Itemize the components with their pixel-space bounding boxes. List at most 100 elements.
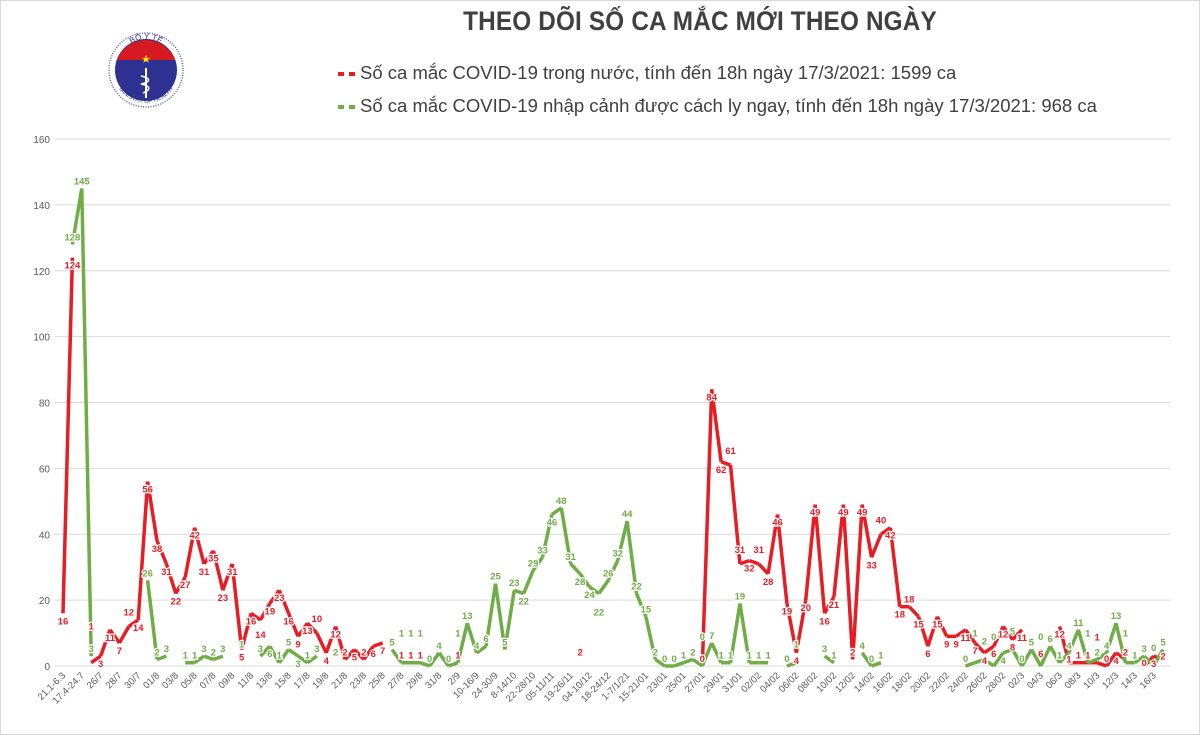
- data-label-imported: 1: [728, 651, 734, 662]
- data-label-domestic: 6: [991, 649, 996, 660]
- data-label-domestic: 18: [894, 610, 905, 621]
- data-label-domestic: 15: [913, 620, 924, 631]
- data-label-imported: 22: [594, 608, 605, 619]
- data-label-imported: 1: [972, 629, 978, 640]
- legend-item-domestic: Số ca mắc COVID-19 trong nước, tính đến …: [338, 62, 956, 84]
- data-label-imported: 5: [389, 638, 395, 649]
- data-label-imported: 1: [1132, 651, 1138, 662]
- data-label-imported: 3: [314, 644, 319, 655]
- series-segment-domestic: [1096, 661, 1108, 668]
- data-label-domestic: 9: [954, 639, 959, 650]
- series-segment-domestic: [775, 514, 789, 604]
- data-label-domestic: 4: [324, 656, 330, 667]
- data-label-imported: 4: [1104, 641, 1110, 652]
- data-label-imported: 3: [220, 644, 225, 655]
- x-tick-label: 19/8: [311, 670, 332, 691]
- data-label-domestic: 12: [330, 629, 341, 640]
- data-label-imported: 2: [1095, 647, 1100, 658]
- series-segment-imported: [654, 657, 666, 668]
- data-label-domestic: 124: [64, 261, 81, 272]
- data-label-imported: 0: [1038, 632, 1043, 643]
- series-segment-imported: [540, 514, 554, 558]
- data-label-domestic: 22: [171, 597, 182, 608]
- x-tick-label: 04/3: [1025, 670, 1046, 691]
- data-label-domestic: 11: [105, 633, 116, 644]
- series-segment-imported: [823, 654, 835, 665]
- series-segment-imported: [738, 603, 752, 663]
- data-label-imported: 13: [462, 611, 473, 622]
- legend-swatch-imported: [349, 105, 355, 110]
- series-segment-domestic: [955, 628, 967, 638]
- series-segment-imported: [475, 644, 488, 655]
- series-segment-imported: [70, 188, 84, 245]
- x-tick-label: 06/02: [777, 670, 802, 695]
- data-label-domestic: 1: [1066, 655, 1072, 666]
- y-tick-label: 160: [33, 135, 50, 146]
- data-label-imported: 0: [869, 654, 874, 665]
- series-segment-domestic: [324, 625, 338, 654]
- x-tick-label: 06/3: [1044, 670, 1065, 691]
- data-label-imported: 2: [333, 647, 338, 658]
- x-tick-label: 11/8: [236, 670, 256, 690]
- series-segment-domestic: [315, 632, 328, 654]
- series-segment-imported: [437, 651, 450, 668]
- series-segment-imported: [1152, 648, 1165, 667]
- data-label-imported: 0: [991, 632, 996, 643]
- data-label-domestic: 46: [772, 517, 783, 528]
- data-label-domestic: 14: [255, 630, 266, 641]
- series-segment-domestic: [728, 464, 742, 565]
- x-tick-label: 14/3: [1119, 670, 1140, 691]
- y-tick-label: 140: [33, 201, 50, 212]
- series-segment-imported: [428, 651, 441, 668]
- data-label-domestic: 1: [1085, 651, 1091, 662]
- data-label-imported: 1: [418, 629, 424, 640]
- data-label-imported: 4: [1066, 641, 1072, 652]
- series-segment-domestic: [992, 625, 1005, 647]
- data-label-imported: 1: [399, 629, 405, 640]
- series-segment-imported: [615, 520, 629, 562]
- series-segment-domestic: [935, 615, 949, 638]
- x-tick-label: 26/02: [965, 670, 990, 695]
- data-label-domestic: 0: [700, 654, 705, 665]
- data-label-imported: 5: [502, 638, 508, 649]
- legend-swatch-domestic: [349, 72, 355, 77]
- series-segment-imported: [578, 572, 591, 588]
- data-label-domestic: 14: [133, 623, 144, 634]
- series-segment-imported: [728, 603, 742, 663]
- series-segment-imported: [493, 583, 507, 650]
- x-tick-label: 09/8: [216, 670, 237, 691]
- series-segment-domestic: [306, 621, 319, 635]
- data-label-imported: 22: [631, 582, 642, 593]
- series-segment-domestic: [287, 612, 300, 638]
- data-label-imported: 5: [1160, 638, 1166, 649]
- series-segment-domestic: [211, 550, 225, 591]
- series-segment-domestic: [1011, 628, 1024, 641]
- x-tick-label: 12/3: [1100, 670, 1121, 691]
- data-label-domestic: 8: [1010, 643, 1015, 654]
- data-label-imported: 1: [239, 640, 245, 651]
- data-label-imported: 23: [509, 578, 520, 589]
- data-label-domestic: 23: [218, 593, 229, 604]
- x-tick-label: 29/8: [405, 670, 426, 691]
- series-segment-imported: [1039, 645, 1052, 667]
- series-segment-domestic: [136, 481, 150, 621]
- series-segment-imported: [983, 657, 995, 668]
- data-label-domestic: 11: [961, 633, 972, 644]
- data-label-imported: 28: [575, 577, 586, 588]
- x-tick-label: 31/8: [423, 670, 444, 691]
- series-segment-domestic: [127, 618, 140, 628]
- data-label-domestic: 6: [371, 649, 376, 660]
- series-segment-imported: [145, 580, 159, 660]
- data-label-imported: 19: [735, 591, 746, 602]
- series-segment-domestic: [268, 589, 281, 605]
- series-segment-imported: [682, 657, 694, 665]
- data-label-imported: 33: [537, 545, 548, 556]
- x-tick-label: 05/8: [179, 670, 200, 691]
- data-label-domestic: 35: [208, 554, 219, 565]
- data-label-imported: 22: [518, 597, 529, 608]
- data-label-domestic: 32: [744, 564, 755, 575]
- data-label-domestic: 40: [876, 515, 887, 526]
- data-label-imported: 4: [474, 641, 480, 652]
- series-segment-domestic: [192, 527, 206, 565]
- data-label-imported: 128: [64, 232, 80, 243]
